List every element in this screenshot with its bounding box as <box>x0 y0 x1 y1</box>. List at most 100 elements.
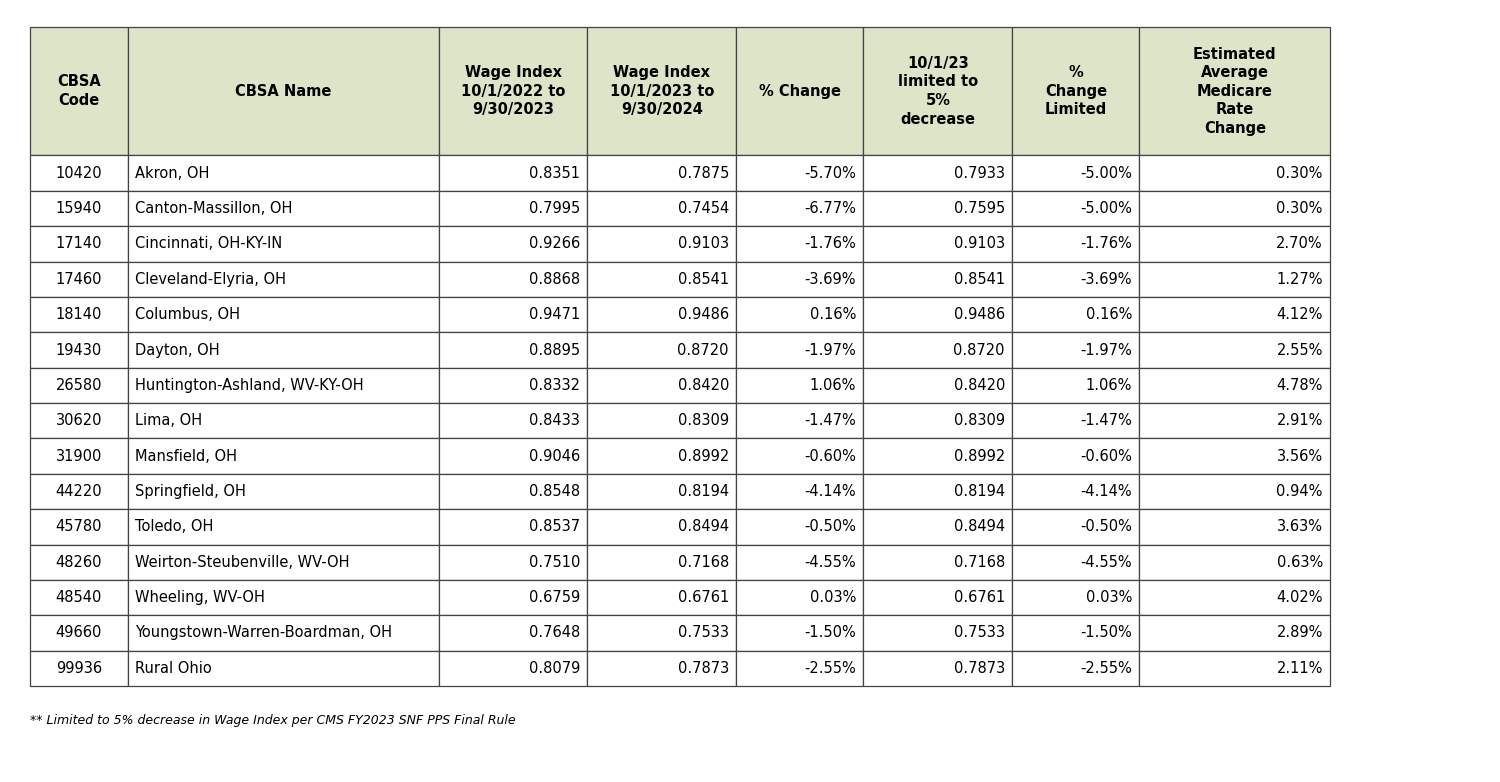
Bar <box>438 439 588 474</box>
Bar <box>588 651 736 686</box>
Bar <box>864 27 1012 156</box>
Bar <box>30 368 128 403</box>
Bar <box>30 403 128 439</box>
Bar <box>1013 368 1140 403</box>
Text: -1.97%: -1.97% <box>804 343 856 357</box>
Bar <box>1013 297 1140 332</box>
Text: Wage Index
10/1/2022 to
9/30/2023: Wage Index 10/1/2022 to 9/30/2023 <box>460 65 566 117</box>
Text: -5.70%: -5.70% <box>804 166 856 181</box>
Bar <box>128 439 438 474</box>
Text: 0.9266: 0.9266 <box>530 236 580 252</box>
Bar <box>438 27 588 156</box>
Text: 0.7875: 0.7875 <box>678 166 729 181</box>
Text: 0.7995: 0.7995 <box>530 201 580 216</box>
Text: 0.6759: 0.6759 <box>530 590 580 605</box>
Bar <box>438 651 588 686</box>
Bar <box>30 439 128 474</box>
Text: CBSA
Code: CBSA Code <box>57 74 100 108</box>
Bar <box>438 615 588 651</box>
Text: 26580: 26580 <box>56 378 102 393</box>
Bar <box>438 580 588 615</box>
Text: 0.30%: 0.30% <box>1276 166 1323 181</box>
Text: Springfield, OH: Springfield, OH <box>135 484 246 499</box>
Bar <box>736 27 864 156</box>
Text: 0.8309: 0.8309 <box>954 413 1005 429</box>
Bar <box>588 368 736 403</box>
Text: 0.7595: 0.7595 <box>954 201 1005 216</box>
Text: 0.8720: 0.8720 <box>954 343 1005 357</box>
Text: Wheeling, WV-OH: Wheeling, WV-OH <box>135 590 266 605</box>
Text: 0.8537: 0.8537 <box>530 519 580 534</box>
Bar <box>1013 580 1140 615</box>
Text: -4.55%: -4.55% <box>1080 554 1132 570</box>
Bar <box>864 297 1012 332</box>
Text: 0.7648: 0.7648 <box>530 626 580 640</box>
Text: -6.77%: -6.77% <box>804 201 856 216</box>
Bar <box>438 297 588 332</box>
Bar <box>128 580 438 615</box>
Bar <box>438 156 588 191</box>
Text: 15940: 15940 <box>56 201 102 216</box>
Bar <box>588 332 736 368</box>
Bar <box>1140 191 1330 226</box>
Text: Lima, OH: Lima, OH <box>135 413 202 429</box>
Text: -0.60%: -0.60% <box>804 449 856 464</box>
Text: 0.7533: 0.7533 <box>954 626 1005 640</box>
Bar <box>1140 615 1330 651</box>
Bar <box>438 544 588 580</box>
Text: 0.9486: 0.9486 <box>678 307 729 322</box>
Bar <box>128 544 438 580</box>
Text: 17460: 17460 <box>56 272 102 287</box>
Bar <box>588 474 736 509</box>
Text: 2.91%: 2.91% <box>1276 413 1323 429</box>
Text: -0.60%: -0.60% <box>1080 449 1132 464</box>
Text: 0.7933: 0.7933 <box>954 166 1005 181</box>
Bar <box>30 544 128 580</box>
Bar <box>438 262 588 297</box>
Text: 0.7168: 0.7168 <box>678 554 729 570</box>
Bar <box>1013 332 1140 368</box>
Bar <box>1013 509 1140 544</box>
Bar <box>30 156 128 191</box>
Text: Youngstown-Warren-Boardman, OH: Youngstown-Warren-Boardman, OH <box>135 626 393 640</box>
Bar <box>1013 156 1140 191</box>
Text: Wage Index
10/1/2023 to
9/30/2024: Wage Index 10/1/2023 to 9/30/2024 <box>609 65 714 117</box>
Text: 48540: 48540 <box>56 590 102 605</box>
Bar <box>588 191 736 226</box>
Text: CBSA Name: CBSA Name <box>236 84 332 99</box>
Text: Estimated
Average
Medicare
Rate
Change: Estimated Average Medicare Rate Change <box>1192 47 1276 136</box>
Bar <box>736 509 864 544</box>
Text: Dayton, OH: Dayton, OH <box>135 343 220 357</box>
Bar <box>30 474 128 509</box>
Bar <box>128 27 438 156</box>
Bar <box>588 439 736 474</box>
Bar <box>588 297 736 332</box>
Text: 44220: 44220 <box>56 484 102 499</box>
Bar <box>864 651 1012 686</box>
Text: -1.50%: -1.50% <box>804 626 856 640</box>
Text: 0.8433: 0.8433 <box>530 413 580 429</box>
Text: 1.06%: 1.06% <box>810 378 856 393</box>
Text: -2.55%: -2.55% <box>1080 661 1132 676</box>
Text: 0.8494: 0.8494 <box>954 519 1005 534</box>
Text: 0.8868: 0.8868 <box>530 272 580 287</box>
Text: 0.16%: 0.16% <box>1086 307 1132 322</box>
Bar <box>128 191 438 226</box>
Text: 0.9486: 0.9486 <box>954 307 1005 322</box>
Text: 49660: 49660 <box>56 626 102 640</box>
Bar <box>588 262 736 297</box>
Bar <box>736 474 864 509</box>
Text: 0.8541: 0.8541 <box>678 272 729 287</box>
Bar <box>864 544 1012 580</box>
Text: 0.8351: 0.8351 <box>530 166 580 181</box>
Bar <box>128 615 438 651</box>
Text: 0.6761: 0.6761 <box>954 590 1005 605</box>
Text: 0.7510: 0.7510 <box>528 554 580 570</box>
Text: Canton-Massillon, OH: Canton-Massillon, OH <box>135 201 292 216</box>
Bar <box>438 403 588 439</box>
Text: ** Limited to 5% decrease in Wage Index per CMS FY2023 SNF PPS Final Rule: ** Limited to 5% decrease in Wage Index … <box>30 714 516 727</box>
Bar <box>1140 297 1330 332</box>
Bar <box>588 580 736 615</box>
Text: 0.9103: 0.9103 <box>678 236 729 252</box>
Text: 0.16%: 0.16% <box>810 307 856 322</box>
